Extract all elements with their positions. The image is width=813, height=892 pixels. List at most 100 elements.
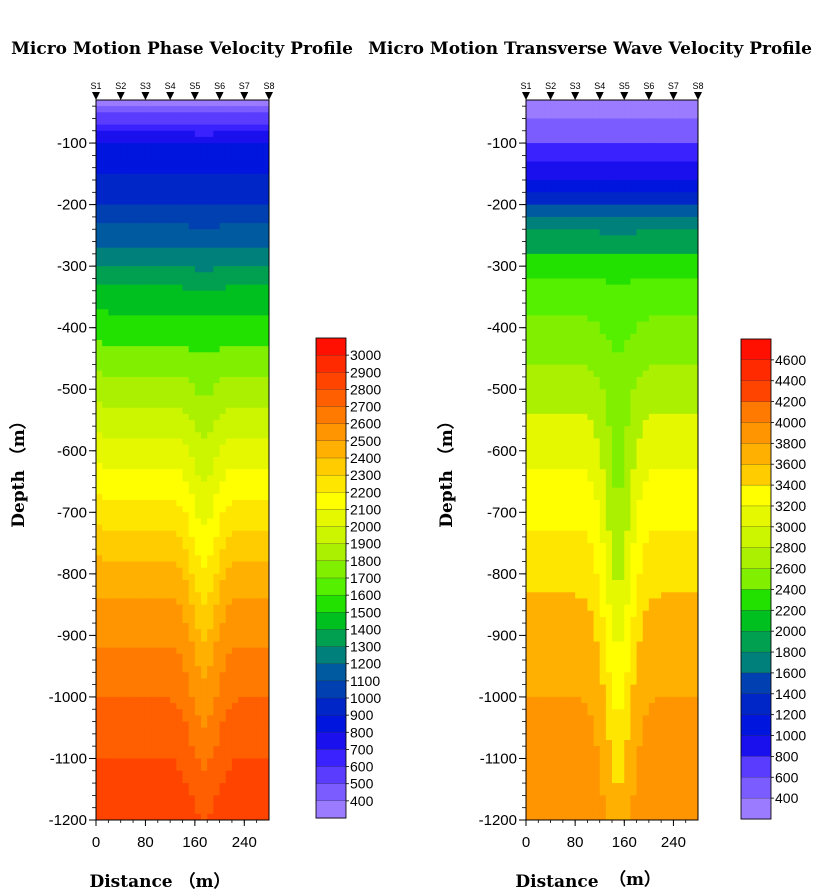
velocity-cell [244, 376, 252, 384]
velocity-cell [163, 370, 171, 378]
velocity-cell [256, 586, 264, 593]
velocity-cell [648, 407, 656, 415]
velocity-cell [207, 561, 214, 569]
velocity-cell [207, 210, 214, 218]
velocity-cell [188, 672, 196, 680]
velocity-cell [593, 204, 601, 212]
velocity-cell [151, 216, 159, 224]
velocity-cell [219, 721, 227, 729]
velocity-cell [201, 364, 208, 372]
velocity-cell [114, 647, 122, 655]
velocity-cell [133, 567, 140, 575]
velocity-cell [96, 635, 103, 643]
velocity-cell [256, 149, 264, 156]
velocity-cell [157, 198, 165, 206]
velocity-cell [96, 450, 103, 458]
velocity-cell [157, 801, 165, 809]
velocity-cell [145, 321, 153, 329]
velocity-cell [630, 426, 638, 433]
velocity-cell [133, 696, 140, 704]
velocity-cell [225, 456, 233, 464]
velocity-cell [219, 321, 227, 329]
velocity-cell [655, 223, 662, 230]
velocity-cell [225, 309, 233, 316]
velocity-cell [667, 155, 675, 163]
velocity-cell [176, 795, 184, 803]
velocity-cell [630, 143, 638, 150]
velocity-cell [250, 770, 258, 778]
velocity-cell [231, 530, 239, 538]
velocity-cell [599, 321, 607, 329]
velocity-cell [526, 106, 533, 113]
velocity-cell [532, 389, 539, 396]
velocity-cell [250, 112, 258, 120]
velocity-cell [213, 432, 221, 440]
velocity-cell [145, 795, 153, 803]
velocity-cell [562, 383, 570, 390]
velocity-cell [526, 290, 533, 298]
velocity-cell [612, 278, 619, 286]
velocity-cell [238, 721, 245, 729]
velocity-cell [176, 616, 184, 624]
velocity-cell [133, 229, 140, 236]
velocity-cell [238, 567, 245, 575]
velocity-cell [207, 746, 214, 753]
velocity-cell [244, 573, 252, 581]
velocity-cell [673, 346, 681, 353]
velocity-cell [642, 413, 650, 421]
velocity-cell [219, 549, 227, 556]
velocity-cell [562, 352, 570, 360]
velocity-cell [605, 149, 613, 156]
velocity-cell [667, 173, 675, 181]
velocity-cell [120, 789, 128, 796]
velocity-cell [157, 260, 165, 267]
velocity-cell [256, 709, 264, 716]
velocity-cell [219, 284, 227, 292]
velocity-cell [213, 284, 221, 292]
velocity-field [96, 100, 269, 820]
velocity-cell [262, 143, 269, 150]
velocity-cell [679, 290, 687, 298]
velocity-cell [238, 623, 245, 630]
velocity-cell [244, 253, 252, 261]
velocity-cell [219, 813, 227, 820]
velocity-cell [262, 210, 269, 218]
velocity-cell [96, 395, 103, 403]
velocity-cell [599, 124, 607, 132]
velocity-cell [213, 746, 221, 753]
velocity-cell [544, 321, 552, 329]
velocity-cell [550, 198, 558, 206]
velocity-cell [256, 106, 264, 113]
velocity-cell [244, 186, 252, 193]
velocity-cell [163, 598, 171, 606]
velocity-cell [126, 506, 134, 513]
velocity-cell [108, 776, 116, 784]
velocity-cell [661, 106, 668, 113]
velocity-cell [648, 143, 656, 150]
velocity-cell [114, 524, 122, 532]
velocity-cell [96, 752, 103, 760]
velocity-cell [262, 395, 269, 403]
velocity-cell [250, 690, 258, 698]
velocity-cell [182, 598, 190, 606]
velocity-cell [532, 327, 539, 335]
velocity-cell [108, 549, 116, 556]
velocity-cell [182, 192, 190, 200]
velocity-cell [238, 118, 245, 126]
velocity-cell [201, 580, 208, 587]
velocity-cell [139, 100, 147, 107]
velocity-cell [587, 235, 595, 243]
velocity-cell [145, 783, 153, 790]
velocity-cell [661, 204, 668, 212]
velocity-cell [108, 807, 116, 815]
velocity-cell [151, 604, 159, 612]
velocity-cell [581, 204, 589, 212]
velocity-cell [126, 192, 134, 200]
velocity-cell [102, 635, 109, 643]
velocity-cell [667, 364, 675, 372]
velocity-cell [250, 481, 258, 489]
velocity-cell [661, 401, 668, 409]
velocity-cell [575, 198, 582, 206]
velocity-cell [145, 512, 153, 520]
velocity-cell [207, 678, 214, 686]
